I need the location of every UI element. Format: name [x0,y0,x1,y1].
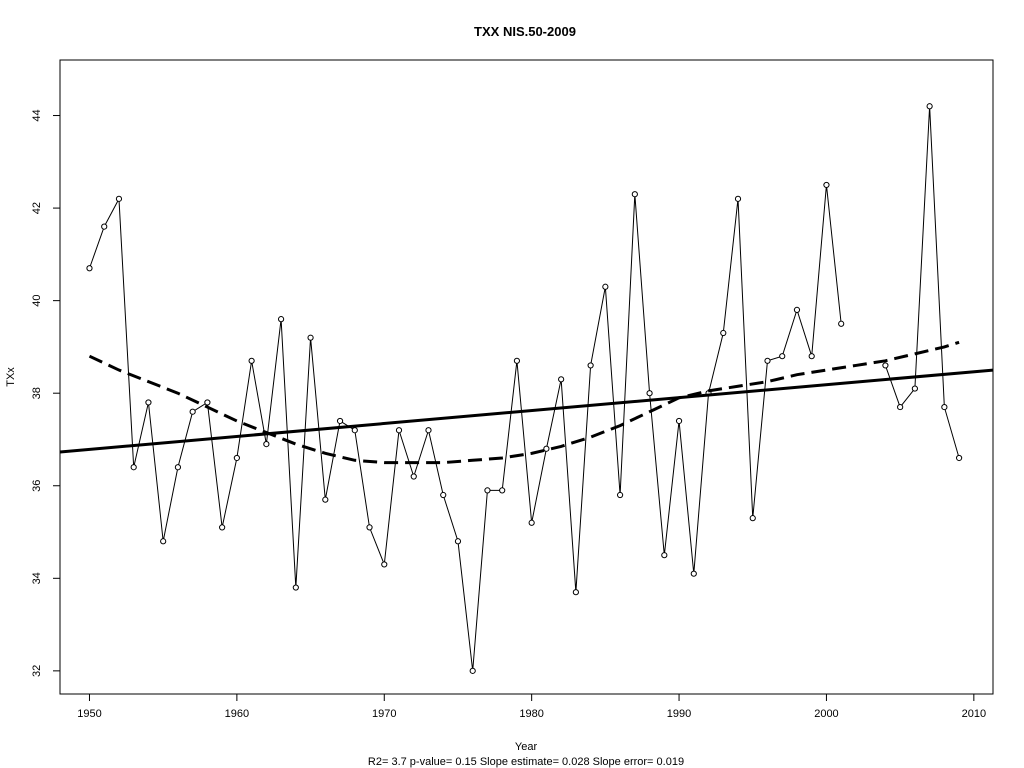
y-tick-label: 36 [31,480,43,492]
data-point [528,519,535,526]
data-point [941,403,948,411]
data-point [263,441,270,448]
data-point [101,223,108,230]
data-point [381,561,388,568]
data-point [675,417,683,425]
data-point [749,515,756,522]
data-point [734,195,742,202]
data-point [793,306,801,313]
series-line [89,184,842,671]
data-point [602,283,609,290]
smoothed-trend-line [88,340,960,465]
data-point [145,399,152,406]
data-point [248,357,255,364]
data-point [174,464,182,471]
data-point [513,357,521,364]
x-tick-label: 2000 [814,708,838,720]
data-point [484,487,491,494]
data-point [425,427,432,434]
x-axis-label: Year [515,741,538,753]
plot-area [60,103,993,674]
data-point [469,667,476,674]
x-tick-label: 1990 [667,708,691,720]
data-point [219,524,226,531]
regression-line [60,368,993,454]
data-point [955,454,963,462]
x-tick-label: 1980 [519,708,543,720]
data-point [543,445,550,452]
y-axis: 32 34 36 38 40 42 44 [31,109,60,677]
data-point [720,329,727,337]
y-tick-label: 42 [31,202,43,214]
data-point [926,103,933,110]
x-tick-label: 2010 [962,708,986,720]
data-point [130,464,137,471]
y-tick-label: 34 [31,572,43,584]
chart-title: TXX NIS.50-2009 [474,24,576,39]
data-point [189,408,196,415]
data-point [808,353,815,360]
y-tick-label: 38 [31,387,43,399]
data-point [204,399,211,406]
data-point [454,538,462,545]
data-point [115,195,123,202]
data-point [307,334,314,341]
data-point [366,524,373,531]
data-point [572,589,579,596]
data-point [336,417,344,425]
data-point [838,320,845,327]
series-line [884,106,960,459]
data-point [911,385,918,392]
x-tick-label: 1970 [372,708,396,720]
data-point [661,552,668,559]
data-point [587,362,594,369]
data-point [351,427,358,434]
data-point [631,191,638,198]
data-point [897,403,904,411]
data-point [882,362,889,369]
data-point [322,496,329,503]
regression-stats: R2= 3.7 p-value= 0.15 Slope estimate= 0.… [368,756,684,768]
data-point [395,427,403,434]
data-point [646,390,653,397]
data-point [86,265,93,272]
y-tick-label: 44 [31,109,43,121]
data-point [160,538,167,545]
x-axis: 1950 1960 1970 1980 1990 2000 2010 [77,694,986,720]
y-tick-label: 40 [31,295,43,307]
plot-frame [59,59,994,695]
data-point [558,376,565,383]
data-point [440,491,447,499]
data-point [410,473,417,480]
data-point [690,570,697,577]
y-axis-label: TXx [5,367,17,387]
x-tick-label: 1960 [225,708,249,720]
data-point [823,181,830,189]
data-point [779,353,786,360]
data-point [616,491,624,499]
data-point [292,584,299,591]
x-tick-label: 1950 [77,708,101,720]
data-point [277,316,285,323]
y-tick-label: 32 [31,665,43,677]
data-point [499,487,506,494]
data-point [764,357,771,364]
data-point [233,454,240,462]
